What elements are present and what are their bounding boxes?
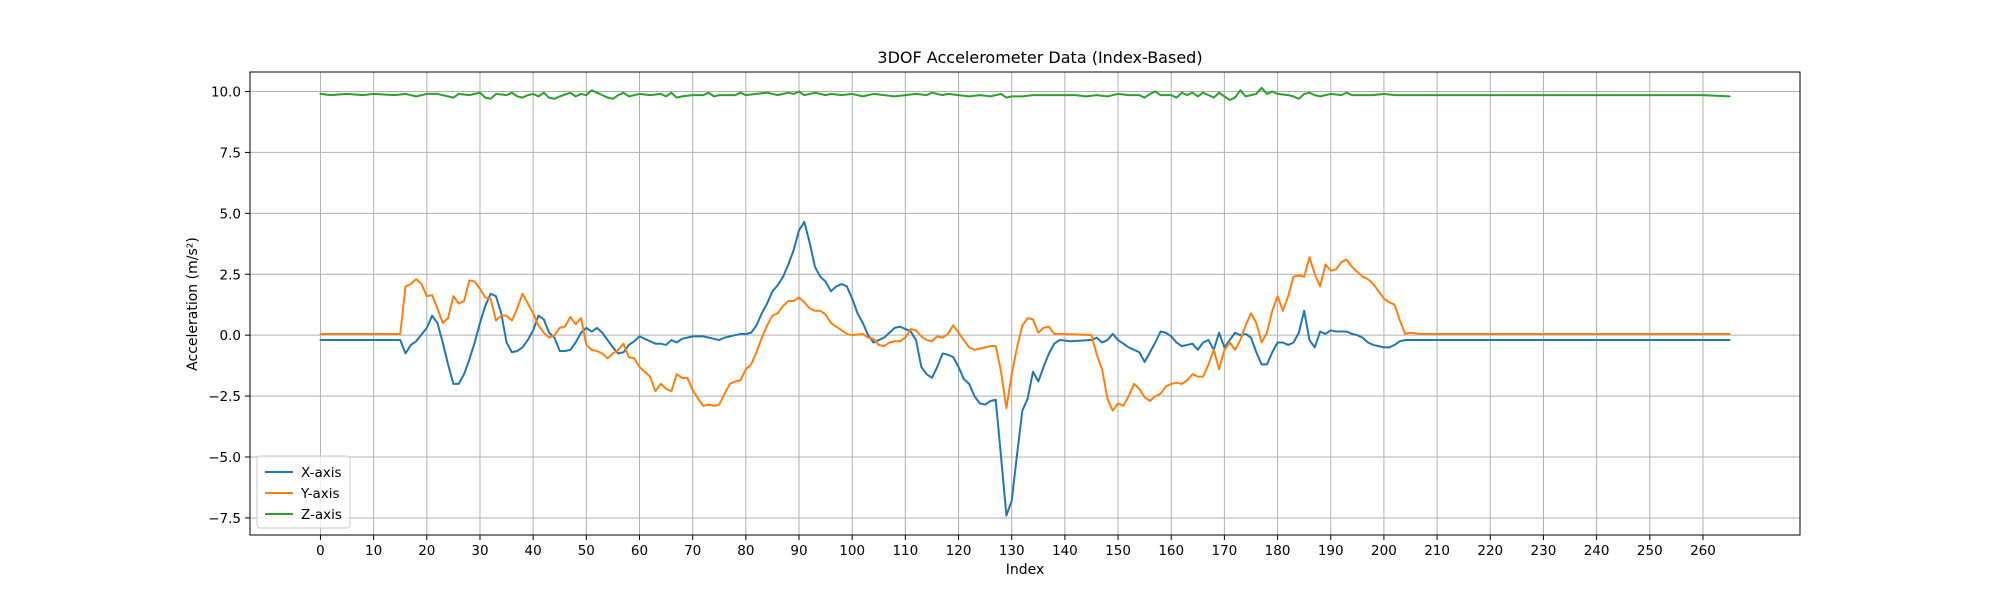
x-tick-label: 80: [737, 543, 754, 559]
y-tick-label: 0.0: [220, 328, 241, 344]
x-axis-label: Index: [1006, 562, 1045, 578]
x-tick-label: 70: [684, 543, 701, 559]
legend-label: Z-axis: [301, 507, 342, 523]
x-tick-label: 230: [1531, 543, 1557, 559]
y-axis: −7.5 −5.0 −2.5 0.0 2.5 5.0 7.5 10.0: [208, 84, 250, 527]
x-tick-label: 120: [946, 543, 972, 559]
x-tick-label: 180: [1265, 543, 1291, 559]
legend-label: X-axis: [301, 465, 342, 481]
x-tick-label: 260: [1690, 543, 1716, 559]
y-tick-label: 2.5: [220, 267, 241, 283]
y-tick-label: 7.5: [220, 145, 241, 161]
y-tick-label: 5.0: [220, 206, 241, 222]
x-tick-label: 250: [1637, 543, 1663, 559]
legend-box: [256, 455, 351, 529]
y-axis-label: Acceleration (m/s²): [185, 237, 201, 371]
x-tick-label: 170: [1212, 543, 1238, 559]
x-axis: 0 10 20 30 40 50 60 70 80 90 100 110 120 130 140 150 160…: [316, 535, 1716, 559]
x-tick-label: 60: [631, 543, 648, 559]
plot-frame: [249, 71, 1801, 536]
y-tick-label: −7.5: [208, 511, 241, 527]
x-tick-label: 210: [1424, 543, 1450, 559]
legend: X-axis Y-axis Z-axis: [256, 455, 351, 529]
x-tick-label: 40: [525, 543, 542, 559]
x-tick-label: 90: [790, 543, 807, 559]
x-tick-label: 50: [578, 543, 595, 559]
x-tick-label: 30: [471, 543, 488, 559]
series-layer: [319, 86, 1731, 517]
legend-label: Y-axis: [300, 486, 340, 502]
series-line-x-axis: [319, 220, 1731, 517]
x-tick-label: 200: [1371, 543, 1397, 559]
x-tick-label: 150: [1105, 543, 1131, 559]
x-tick-label: 20: [418, 543, 435, 559]
x-tick-label: 100: [839, 543, 865, 559]
y-tick-label: −2.5: [208, 389, 241, 405]
x-tick-label: 220: [1477, 543, 1503, 559]
y-tick-label: 10.0: [211, 84, 241, 100]
x-tick-label: 160: [1158, 543, 1184, 559]
x-tick-label: 240: [1584, 543, 1610, 559]
x-tick-label: 190: [1318, 543, 1344, 559]
x-tick-label: 110: [892, 543, 918, 559]
x-tick-label: 10: [365, 543, 382, 559]
chart-title: 3DOF Accelerometer Data (Index-Based): [877, 48, 1202, 67]
grid-layer: [250, 72, 1800, 535]
x-tick-label: 130: [999, 543, 1025, 559]
x-tick-label: 0: [316, 543, 325, 559]
series-line-z-axis: [319, 86, 1731, 102]
series-line-y-axis: [319, 256, 1731, 412]
x-tick-label: 140: [1052, 543, 1078, 559]
y-tick-label: −5.0: [208, 450, 241, 466]
